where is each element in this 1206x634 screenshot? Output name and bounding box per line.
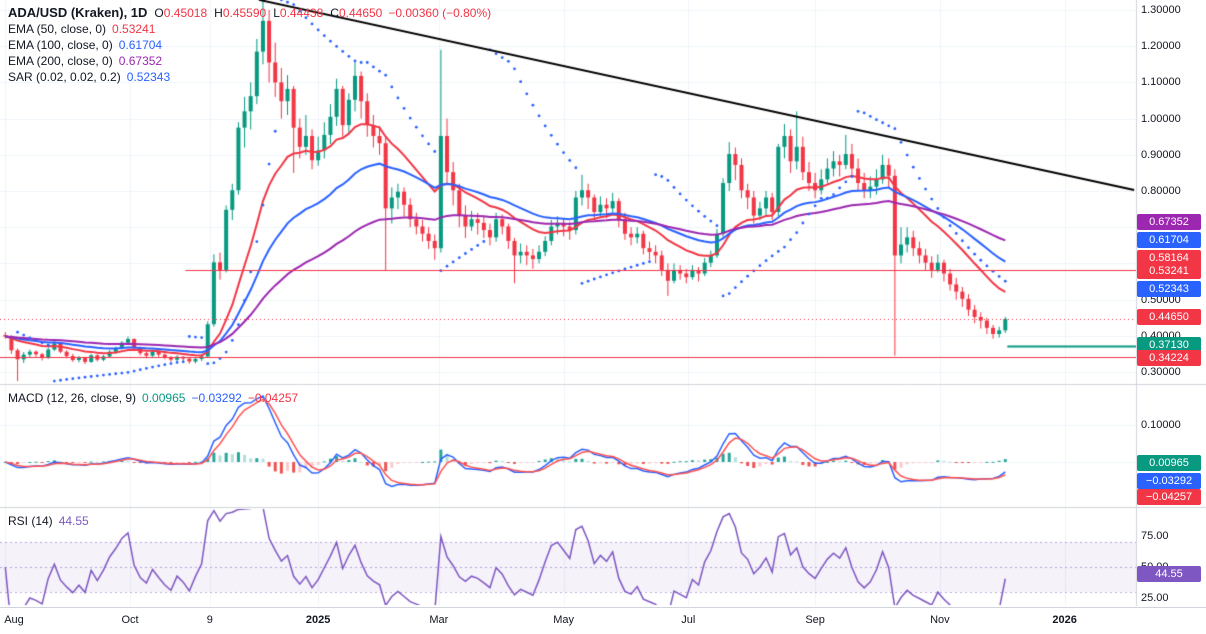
ohlc-values: O0.45018 H0.45590 L0.44438 C0.44650 −0.00360… [147, 6, 491, 20]
price-badge-ema200: 0.67352 [1137, 214, 1201, 230]
time-axis-label: Aug [4, 614, 24, 626]
ohlc-key: O [154, 6, 164, 20]
rsi-badge-rsi-value: 44.55 [1137, 566, 1201, 582]
symbol-legend-row: ADA/USD (Kraken), 1D O0.45018 H0.45590 L0.4… [8, 5, 491, 21]
time-axis-label: Mar [429, 614, 449, 626]
macd-title[interactable]: MACD (12, 26, close, 9) [8, 391, 137, 405]
macd-axis-label: 0.10000 [1141, 419, 1181, 431]
indicator-value: 0.67352 [118, 54, 163, 68]
price-axis-label: 0.90000 [1141, 148, 1181, 161]
indicator-value: 0.61704 [118, 38, 163, 52]
ohlc-value: 0.44650 [338, 6, 383, 20]
ohlc-value: 0.45018 [163, 6, 208, 20]
time-axis-label: May [553, 614, 574, 626]
macd-legend-row: MACD (12, 26, close, 9) 0.00965 −0.03292 −0… [8, 390, 298, 406]
time-scale[interactable]: Aug Oct 9 2025 Mar May Jul Sep Nov 2026 [0, 607, 1206, 634]
price-badge-last-price: 0.44650 [1137, 309, 1201, 325]
price-badge-hline-lower: 0.34224 [1137, 350, 1201, 366]
macd-legend: MACD (12, 26, close, 9) 0.00965 −0.03292 −0… [8, 390, 298, 406]
indicator-title[interactable]: EMA (100, close, 0) [8, 38, 113, 52]
ohlc-key: C [330, 6, 339, 20]
macd-value: −0.03292 [191, 391, 242, 405]
time-axis-label: 2025 [305, 614, 331, 626]
indicator-value: 0.52343 [126, 70, 171, 84]
main-legend: ADA/USD (Kraken), 1D O0.45018 H0.45590 L0.4… [8, 5, 491, 85]
ohlc-value: 0.45590 [222, 6, 267, 20]
indicator-title[interactable]: EMA (200, close, 0) [8, 54, 113, 68]
indicator-legend-row: SAR (0.02, 0.02, 0.2) 0.52343 [8, 69, 491, 85]
price-axis-label: 0.30000 [1141, 365, 1181, 378]
rsi-axis-label: 75.00 [1141, 530, 1169, 542]
price-badge-ema100: 0.61704 [1137, 232, 1201, 248]
indicator-title[interactable]: EMA (50, close, 0) [8, 22, 107, 36]
rsi-title[interactable]: RSI (14) [8, 514, 53, 528]
macd-value: 0.00965 [142, 391, 186, 405]
indicator-title[interactable]: SAR (0.02, 0.02, 0.2) [8, 70, 121, 84]
time-axis-label: Nov [930, 614, 950, 626]
rsi-legend: RSI (14) 44.55 [8, 513, 89, 529]
symbol-title[interactable]: ADA/USD (Kraken), 1D [8, 5, 148, 20]
macd-badge-macd-hist: 0.00965 [1137, 455, 1201, 471]
price-axis-label: 0.80000 [1141, 184, 1181, 197]
rsi-axis-label: 25.00 [1141, 592, 1169, 604]
indicator-value: 0.53241 [112, 22, 156, 36]
price-badge-hline-upper: 0.58164 [1137, 250, 1201, 266]
time-axis-label: Sep [805, 614, 825, 626]
indicator-legend-row: EMA (50, close, 0) 0.53241 [8, 21, 491, 37]
price-axis-label: 1.10000 [1141, 76, 1181, 89]
time-axis-label: 2026 [1052, 614, 1077, 626]
macd-values: 0.00965 −0.03292 −0.04257 [136, 391, 298, 405]
time-axis-label: Jul [681, 614, 696, 626]
indicator-legend-row: EMA (100, close, 0) 0.61704 [8, 37, 491, 53]
indicator-legend-row: EMA (200, close, 0) 0.67352 [8, 53, 491, 69]
macd-value: −0.04257 [247, 391, 299, 405]
macd-badge-macd-line: −0.03292 [1137, 473, 1201, 489]
ohlc-key: H [214, 6, 223, 20]
ohlc-key: L [273, 6, 280, 20]
indicator-legend-rows: EMA (50, close, 0) 0.53241 EMA (100, close… [8, 21, 491, 85]
macd-badge-macd-signal: −0.04257 [1137, 489, 1201, 505]
price-badge-ema50: 0.53241 [1137, 263, 1201, 279]
time-axis-label: Oct [121, 614, 139, 626]
price-badge-green-line: 0.37130 [1137, 337, 1201, 353]
price-axis-label: 1.00000 [1141, 112, 1181, 125]
rsi-legend-row: RSI (14) 44.55 [8, 513, 89, 529]
rsi-value: 44.55 [58, 514, 89, 528]
time-axis-label: 9 [206, 614, 213, 626]
change-value: −0.00360 (−0.80%) [388, 6, 492, 20]
price-badge-sar: 0.52343 [1137, 281, 1201, 297]
price-axis-label: 1.30000 [1141, 3, 1181, 16]
ohlc-value: 0.44438 [279, 6, 324, 20]
price-axis-label: 1.20000 [1141, 40, 1181, 53]
